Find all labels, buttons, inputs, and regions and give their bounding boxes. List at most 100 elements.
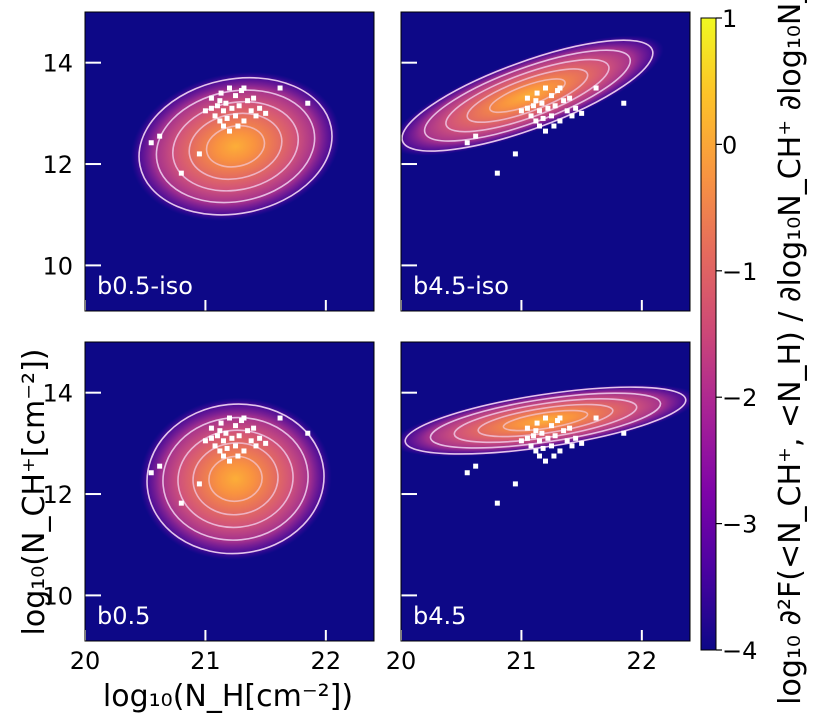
observation-point <box>539 100 545 106</box>
observation-point <box>235 453 241 459</box>
contour-line <box>188 112 283 181</box>
observation-point <box>208 95 214 101</box>
panel-frame <box>400 341 691 642</box>
panel-b4.5-iso: b4.5-iso <box>400 11 691 312</box>
observation-point <box>251 425 257 431</box>
observation-point <box>621 430 627 436</box>
observation-point <box>178 500 184 506</box>
observation-point <box>534 90 540 96</box>
observation-point <box>148 140 154 146</box>
observation-point <box>549 423 555 429</box>
observation-point <box>214 433 220 439</box>
observation-point <box>218 90 224 96</box>
observation-point <box>196 151 202 157</box>
observation-point <box>196 481 202 487</box>
observation-point <box>569 443 575 449</box>
observation-point <box>220 453 226 459</box>
observation-point <box>524 425 530 431</box>
observation-point <box>539 430 545 436</box>
observation-point <box>253 113 259 119</box>
observation-point <box>229 435 235 441</box>
observation-point <box>543 85 548 91</box>
observation-point <box>227 128 232 134</box>
panel-label: b4.5 <box>413 602 466 630</box>
panel-frame <box>400 11 691 312</box>
y-tick-label: 14 <box>42 380 73 408</box>
observation-point <box>241 85 247 91</box>
y-axis-title: log₁₀(N_CH⁺[cm⁻²]) <box>17 349 52 636</box>
observation-point <box>528 113 534 119</box>
observation-point <box>533 118 539 124</box>
y-tick-label: 14 <box>42 50 73 78</box>
observation-point <box>305 100 311 106</box>
observation-point <box>248 108 254 114</box>
y-tick-label: 12 <box>42 151 73 179</box>
panel-b4.5: b4.5 20 21 22 <box>386 341 691 675</box>
panel-frame <box>84 341 375 642</box>
observation-point <box>543 415 548 421</box>
contour-line <box>208 455 263 503</box>
observation-point <box>564 438 570 444</box>
observation-point <box>536 438 542 444</box>
contour-line <box>445 58 610 133</box>
observation-point <box>545 435 551 441</box>
observation-point <box>557 415 563 421</box>
observation-point <box>557 448 563 454</box>
colorbar-tick-label: −1 <box>722 258 757 286</box>
observation-point <box>543 458 548 464</box>
observation-point <box>533 448 539 454</box>
contour-line <box>429 392 662 449</box>
observation-point <box>549 93 555 99</box>
observation-point <box>533 98 539 104</box>
observation-point <box>593 415 599 421</box>
observation-point <box>235 123 241 129</box>
observation-point <box>528 443 534 449</box>
observation-point <box>561 428 567 434</box>
observation-point <box>464 470 470 476</box>
density-map <box>139 397 332 561</box>
observation-point <box>220 108 226 114</box>
contour-line <box>477 403 614 438</box>
observation-point <box>551 453 557 459</box>
observation-point <box>564 108 570 114</box>
contour-line <box>502 409 589 432</box>
observation-point <box>212 443 218 449</box>
observation-point <box>555 88 561 94</box>
x-tick-label: 21 <box>190 647 221 675</box>
panel-b0.5-iso: b0.5-iso 10 12 14 <box>42 11 375 312</box>
observation-point <box>178 170 184 176</box>
observation-point <box>202 438 208 444</box>
observation-point <box>239 88 245 94</box>
observation-point <box>220 123 226 129</box>
observation-point <box>552 433 558 439</box>
observation-point <box>245 428 251 434</box>
observation-point <box>241 415 247 421</box>
observation-point <box>549 113 555 119</box>
observation-point <box>217 118 223 124</box>
observation-point <box>148 470 154 476</box>
observation-point <box>208 425 214 431</box>
x-tick-label: 22 <box>311 647 342 675</box>
observation-point <box>241 448 247 454</box>
observation-point <box>512 151 518 157</box>
observation-point <box>208 105 214 111</box>
observation-point <box>593 85 599 91</box>
panel-frame <box>84 11 375 312</box>
contour-line <box>205 124 266 168</box>
observation-point <box>524 95 530 101</box>
observation-point <box>551 123 557 129</box>
observation-point <box>536 453 542 459</box>
observation-point <box>543 128 548 134</box>
x-tick-label: 22 <box>627 647 658 675</box>
observation-point <box>223 430 229 436</box>
observation-point <box>218 420 224 426</box>
observation-point <box>214 103 220 109</box>
observation-point <box>277 415 283 421</box>
x-axis-title: log₁₀(N_H[cm⁻²]) <box>103 679 353 714</box>
observation-point <box>536 108 542 114</box>
x-tick-label: 20 <box>386 647 417 675</box>
observation-point <box>540 445 546 451</box>
observation-point <box>512 481 518 487</box>
observation-point <box>157 133 163 139</box>
colorbar-tick-label: −4 <box>722 637 757 665</box>
